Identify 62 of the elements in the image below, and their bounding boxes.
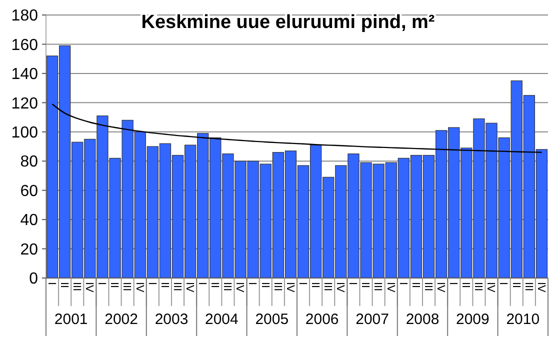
x-tick-label: III [221,282,234,292]
x-tick-label: II [510,282,522,288]
x-tick-label: IV [434,282,446,294]
x-tick-label: I [45,282,58,286]
x-tick-label: III [70,282,83,292]
chart-title: Keskmine uue eluruumi pind, m² [141,12,435,33]
y-tick-label: 80 [20,154,38,171]
x-tick-label: II [359,282,372,288]
x-tick-label: I [196,282,208,286]
text: 2002 [104,311,138,328]
x-tick-label: I [246,282,258,286]
x-tick-label: III [120,282,133,292]
x-tick-label: IV [83,282,96,294]
text: 2007 [356,311,389,328]
x-tick-label: II [208,282,221,288]
x-tick-label: I [146,282,158,286]
x-tick-label: IV [334,282,346,294]
line-series [52,104,542,153]
x-tick-label: I [346,282,359,286]
y-tick-label: 120 [11,95,38,112]
x-tick-label: I [96,282,108,286]
x-tick-label: IV [484,282,497,294]
x-tick-label: II [258,282,271,288]
x-tick-label: III [422,282,434,292]
y-tick-label: 160 [11,36,38,54]
text: 2003 [154,311,188,328]
x-tick-label: III [271,282,284,292]
x-tick-label: IV [234,282,246,294]
text: 2006 [305,311,339,328]
x-tick-label: I [396,282,409,286]
y-tick-label: 180 [11,8,38,25]
y-tick-label: 60 [20,182,38,200]
text: 2001 [54,311,88,328]
x-tick-label: II [58,282,70,288]
x-tick-label: II [308,282,321,288]
text: 2010 [506,311,540,328]
text: 2005 [255,311,289,328]
x-tick-label: II [460,282,472,288]
x-tick-label: II [108,282,120,288]
x-tick-label: I [497,282,510,286]
x-tick-label: II [158,282,170,288]
y-tick-label: 100 [11,124,38,142]
text: 2004 [205,311,238,328]
text: 2009 [456,311,490,328]
x-tick-label: III [170,282,183,292]
x-tick-label: III [372,282,384,292]
x-tick-label: IV [284,282,296,294]
y-tick-label: 140 [11,66,38,84]
x-tick-label: III [472,282,484,292]
x-tick-label: III [322,282,334,292]
x-tick-label: I [447,282,460,286]
x-tick-label: IV [384,282,396,294]
y-tick-label: 0 [29,270,38,288]
y-tick-label: 20 [20,241,38,258]
x-tick-label: I [296,282,308,286]
x-tick-label: II [409,282,422,288]
text: 2008 [406,311,440,328]
x-tick-label: IV [534,282,547,294]
x-tick-label: III [522,282,534,292]
y-tick-label: 40 [20,212,38,230]
x-tick-label: IV [183,282,196,294]
x-tick-label: IV [133,282,146,294]
